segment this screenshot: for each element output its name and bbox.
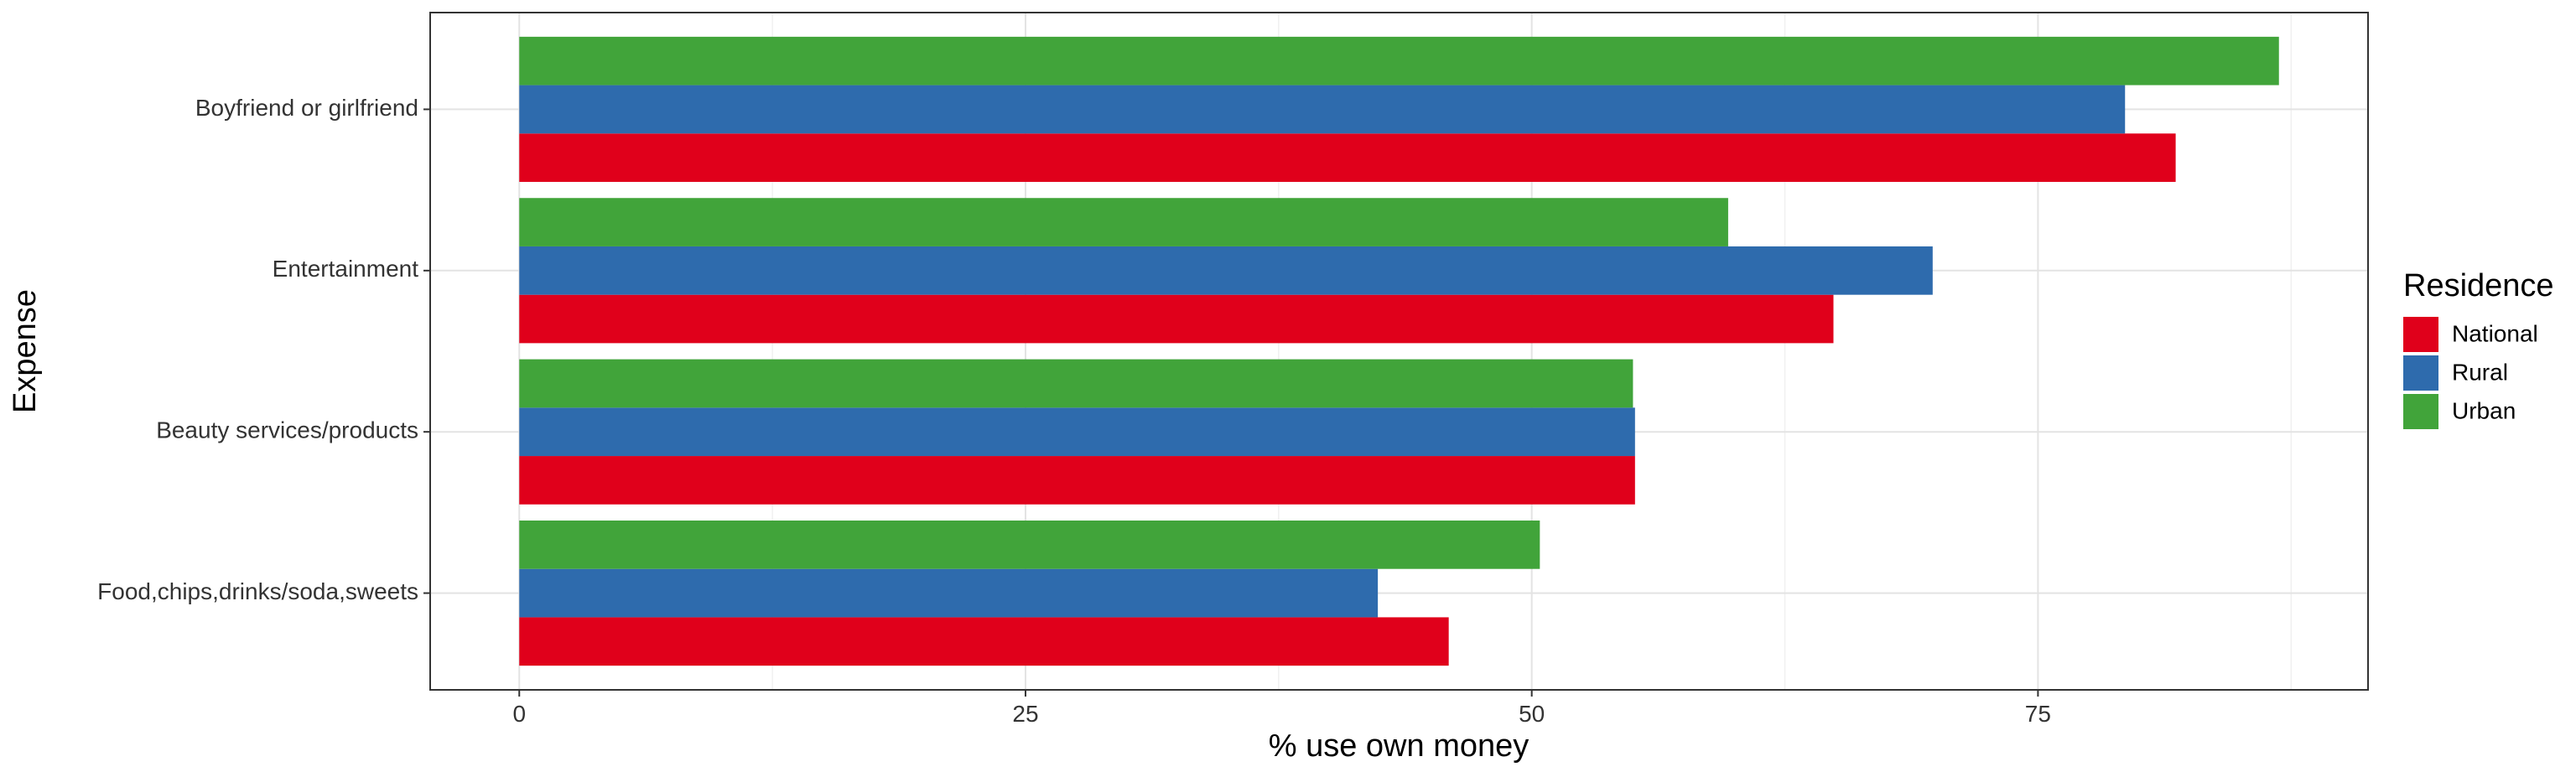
legend: Residence National Rural Urban <box>2403 268 2554 429</box>
x-tick-label: 0 <box>512 701 526 727</box>
x-tick-label: 75 <box>2025 701 2051 727</box>
x-axis-title: % use own money <box>1269 728 1530 764</box>
legend-swatch-national <box>2403 317 2438 352</box>
y-tick-label: Food,chips,drinks/soda,sweets <box>97 578 418 604</box>
legend-swatch-urban <box>2403 394 2438 429</box>
y-tick-label: Boyfriend or girlfriend <box>195 95 418 121</box>
bar-urban <box>519 198 1728 246</box>
legend-label-urban: Urban <box>2452 397 2516 423</box>
legend-label-national: National <box>2452 320 2538 346</box>
bar-rural <box>519 85 2126 134</box>
y-axis-title: Expense <box>8 289 43 413</box>
bar-urban <box>519 36 2279 85</box>
bar-rural <box>519 246 1933 295</box>
x-tick-label: 50 <box>1519 701 1545 727</box>
bar-urban <box>519 359 1633 408</box>
bar-rural <box>519 568 1379 618</box>
bar-national <box>519 133 2176 182</box>
axes: Boyfriend or girlfriend Entertainment Beau… <box>97 95 2051 727</box>
bar-rural <box>519 407 1635 457</box>
bars <box>519 36 2279 666</box>
bar-urban <box>519 521 1540 569</box>
bar-national <box>519 617 1449 666</box>
legend-title: Residence <box>2403 268 2554 303</box>
legend-label-rural: Rural <box>2452 359 2508 385</box>
x-tick-label: 25 <box>1012 701 1038 727</box>
bar-national <box>519 294 1834 344</box>
plot-panel-border <box>429 12 2369 691</box>
y-tick-label: Entertainment <box>273 256 419 282</box>
y-tick-label: Beauty services/products <box>156 417 418 443</box>
legend-swatch-rural <box>2403 355 2438 391</box>
bar-national <box>519 456 1635 505</box>
